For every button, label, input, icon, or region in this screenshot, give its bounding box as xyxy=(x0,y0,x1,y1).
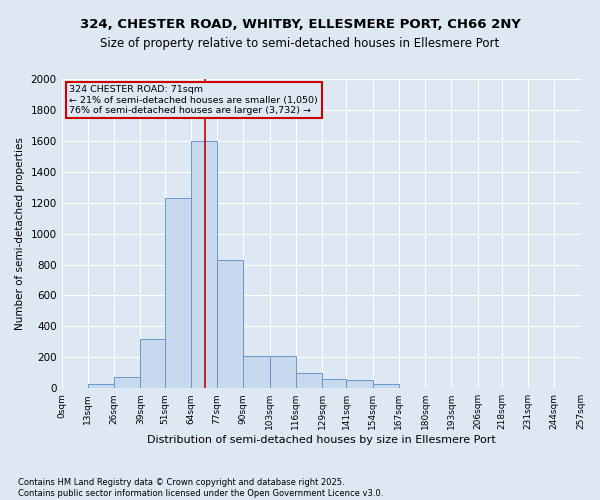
Bar xyxy=(217,260,244,388)
Bar xyxy=(140,338,164,388)
Bar xyxy=(373,384,399,388)
Text: Contains HM Land Registry data © Crown copyright and database right 2025.
Contai: Contains HM Land Registry data © Crown c… xyxy=(18,478,383,498)
Bar xyxy=(346,380,373,388)
Bar xyxy=(244,356,269,388)
Text: 324, CHESTER ROAD, WHITBY, ELLESMERE PORT, CH66 2NY: 324, CHESTER ROAD, WHITBY, ELLESMERE POR… xyxy=(80,18,520,30)
Text: Size of property relative to semi-detached houses in Ellesmere Port: Size of property relative to semi-detach… xyxy=(100,38,500,51)
Bar xyxy=(296,372,322,388)
Bar xyxy=(269,356,296,388)
Y-axis label: Number of semi-detached properties: Number of semi-detached properties xyxy=(15,137,25,330)
Bar xyxy=(114,376,140,388)
Bar xyxy=(88,384,114,388)
Bar xyxy=(191,141,217,388)
X-axis label: Distribution of semi-detached houses by size in Ellesmere Port: Distribution of semi-detached houses by … xyxy=(147,435,496,445)
Bar xyxy=(322,379,346,388)
Text: 324 CHESTER ROAD: 71sqm
← 21% of semi-detached houses are smaller (1,050)
76% of: 324 CHESTER ROAD: 71sqm ← 21% of semi-de… xyxy=(70,85,318,115)
Bar xyxy=(164,198,191,388)
